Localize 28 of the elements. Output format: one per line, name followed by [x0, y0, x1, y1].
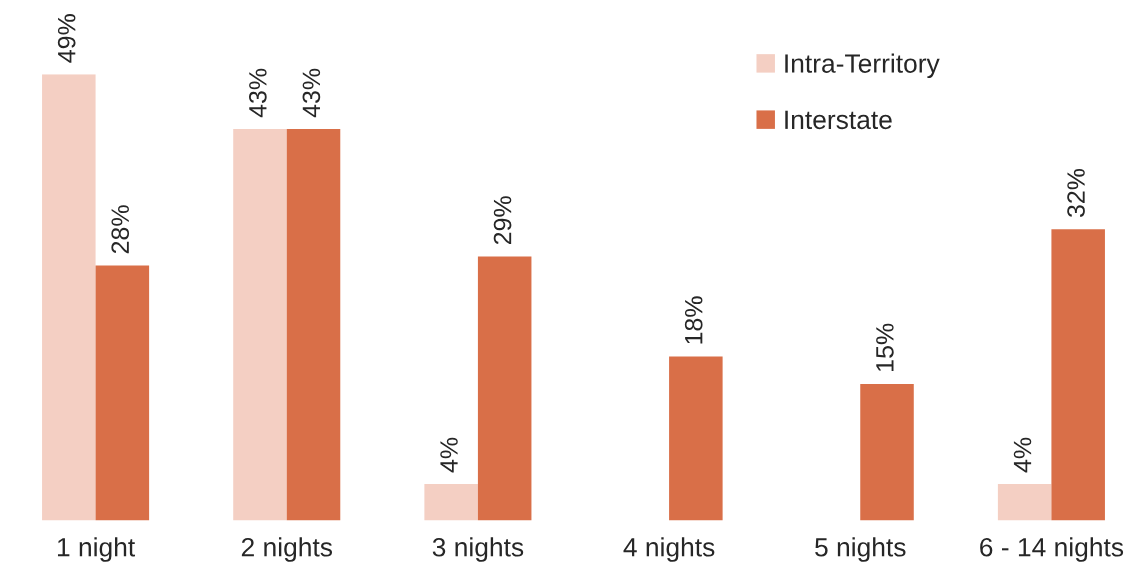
bar: [42, 74, 96, 521]
bar: [860, 383, 914, 521]
x-tick-label: 3 nights: [432, 537, 524, 562]
x-tick-label: 4 nights: [623, 537, 715, 562]
data-label: 29%: [493, 196, 512, 245]
bar: [286, 128, 341, 521]
data-label: 32%: [1067, 168, 1085, 218]
bar: [477, 256, 532, 521]
x-tick-label: 6 - 14 nights: [980, 537, 1124, 562]
bar: [669, 356, 723, 521]
data-label: 4%: [1013, 437, 1032, 473]
bar: [95, 265, 150, 521]
x-tick-label: 5 nights: [815, 537, 906, 562]
data-label: 15%: [876, 323, 894, 371]
data-label: 49%: [57, 14, 76, 63]
x-tick-label: 2 nights: [241, 537, 333, 562]
bar: [1051, 229, 1105, 521]
legend-label: Intra-Territory: [785, 53, 940, 79]
x-tick-label: 1 night: [57, 537, 136, 562]
bar: [424, 484, 478, 521]
data-label: 28%: [111, 205, 130, 254]
data-label: 43%: [248, 68, 267, 118]
bar: [997, 484, 1052, 521]
bar: [233, 128, 287, 521]
data-label: 18%: [684, 296, 703, 344]
data-label: 4%: [440, 437, 458, 473]
data-label: 43%: [302, 68, 321, 118]
legend-label: Interstate: [785, 110, 892, 130]
